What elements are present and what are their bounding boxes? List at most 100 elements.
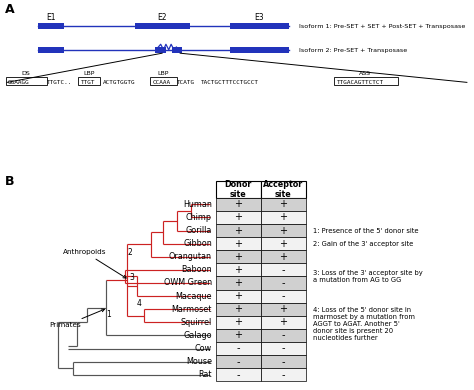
Text: Rat: Rat xyxy=(199,370,212,379)
Bar xyxy=(216,250,261,263)
Bar xyxy=(38,47,64,53)
Text: +: + xyxy=(234,199,242,209)
Text: E2: E2 xyxy=(157,12,167,21)
Text: +: + xyxy=(234,225,242,236)
Bar xyxy=(261,289,306,303)
Text: +: + xyxy=(279,213,287,222)
Text: Isoform 1: Pre-SET + SET + Post-SET + Transposase: Isoform 1: Pre-SET + SET + Post-SET + Tr… xyxy=(299,23,465,28)
Bar xyxy=(216,224,261,237)
Bar xyxy=(261,224,306,237)
Text: A: A xyxy=(5,4,14,16)
Bar xyxy=(261,368,306,381)
Bar xyxy=(261,329,306,342)
Bar xyxy=(216,303,261,316)
Text: -: - xyxy=(282,265,285,275)
Text: -: - xyxy=(237,356,240,367)
Bar xyxy=(261,277,306,289)
Bar xyxy=(38,23,64,29)
Text: ASS: ASS xyxy=(359,71,371,76)
Text: 4: Loss of the 5' donor site in
marmoset by a mutation from
AGGT to AGAT. Anothe: 4: Loss of the 5' donor site in marmoset… xyxy=(313,307,415,341)
Text: E1: E1 xyxy=(46,12,55,21)
Bar xyxy=(216,316,261,329)
Bar xyxy=(261,181,306,198)
Text: 1: Presence of the 5' donor site: 1: Presence of the 5' donor site xyxy=(313,228,419,234)
Bar xyxy=(261,342,306,355)
Bar xyxy=(216,355,261,368)
Bar xyxy=(172,47,182,53)
Text: Primates: Primates xyxy=(50,309,104,328)
Text: Gibbon: Gibbon xyxy=(183,239,212,248)
Text: +: + xyxy=(279,252,287,262)
Text: TACTGCTTTCCTGCCT: TACTGCTTTCCTGCCT xyxy=(201,80,258,85)
Bar xyxy=(261,237,306,250)
Bar xyxy=(261,355,306,368)
Text: Chimp: Chimp xyxy=(186,213,212,222)
Text: -: - xyxy=(237,370,240,380)
Text: +: + xyxy=(234,317,242,327)
Text: ACTGTGGTG: ACTGTGGTG xyxy=(103,80,136,85)
Text: +: + xyxy=(234,265,242,275)
Text: +: + xyxy=(234,291,242,301)
Bar xyxy=(216,198,261,211)
Text: +: + xyxy=(234,278,242,288)
Text: Mouse: Mouse xyxy=(186,357,212,366)
Text: B: B xyxy=(5,175,14,188)
Text: Acceptor
site: Acceptor site xyxy=(263,180,303,199)
Bar xyxy=(216,289,261,303)
Text: +: + xyxy=(279,225,287,236)
Bar xyxy=(216,342,261,355)
Text: 2: Gain of the 3' acceptor site: 2: Gain of the 3' acceptor site xyxy=(313,241,413,246)
Text: Gorilla: Gorilla xyxy=(185,226,212,235)
Text: Macaque: Macaque xyxy=(175,292,212,301)
Text: Orangutan: Orangutan xyxy=(169,252,212,261)
Bar xyxy=(216,368,261,381)
Text: Squirrel: Squirrel xyxy=(181,318,212,327)
Text: -: - xyxy=(282,344,285,353)
Text: -: - xyxy=(282,291,285,301)
Text: +: + xyxy=(234,252,242,262)
Text: Isoform 2: Pre-SET + Transposase: Isoform 2: Pre-SET + Transposase xyxy=(299,48,407,53)
Text: -: - xyxy=(282,330,285,340)
Bar xyxy=(216,181,261,198)
Text: TCATG: TCATG xyxy=(177,80,195,85)
Text: Baboon: Baboon xyxy=(181,265,212,275)
Text: DS: DS xyxy=(22,71,30,76)
Text: +: + xyxy=(234,304,242,314)
Bar xyxy=(155,47,166,53)
Text: 1: 1 xyxy=(107,310,111,319)
Bar xyxy=(261,250,306,263)
Text: 4: 4 xyxy=(137,299,141,308)
Text: TTGTC..: TTGTC.. xyxy=(46,80,72,85)
Text: Cow: Cow xyxy=(195,344,212,353)
Bar xyxy=(216,277,261,289)
Bar xyxy=(230,23,289,29)
Text: +: + xyxy=(279,239,287,249)
Text: +: + xyxy=(279,199,287,209)
Bar xyxy=(216,263,261,277)
Text: -: - xyxy=(282,278,285,288)
Text: LBP: LBP xyxy=(83,71,95,76)
Bar xyxy=(261,211,306,224)
Bar xyxy=(135,23,190,29)
Text: -: - xyxy=(282,370,285,380)
Bar xyxy=(261,316,306,329)
Bar xyxy=(216,237,261,250)
Bar xyxy=(216,211,261,224)
Text: Galago: Galago xyxy=(183,331,212,340)
Text: +: + xyxy=(234,239,242,249)
Text: TTGT: TTGT xyxy=(81,80,95,85)
Bar xyxy=(261,263,306,277)
Text: +: + xyxy=(279,304,287,314)
Text: 2: 2 xyxy=(128,248,133,257)
Text: Anthropoids: Anthropoids xyxy=(63,249,126,278)
Text: 3: Loss of the 3' acceptor site by
a mutation from AG to GG: 3: Loss of the 3' acceptor site by a mut… xyxy=(313,270,423,283)
Bar xyxy=(216,329,261,342)
Text: Marmoset: Marmoset xyxy=(172,305,212,314)
Text: +: + xyxy=(234,213,242,222)
Bar xyxy=(230,47,289,53)
Text: Donor
site: Donor site xyxy=(225,180,252,199)
Text: LBP: LBP xyxy=(158,71,169,76)
Text: Human: Human xyxy=(183,200,212,209)
Text: -: - xyxy=(237,344,240,353)
Text: +: + xyxy=(279,317,287,327)
